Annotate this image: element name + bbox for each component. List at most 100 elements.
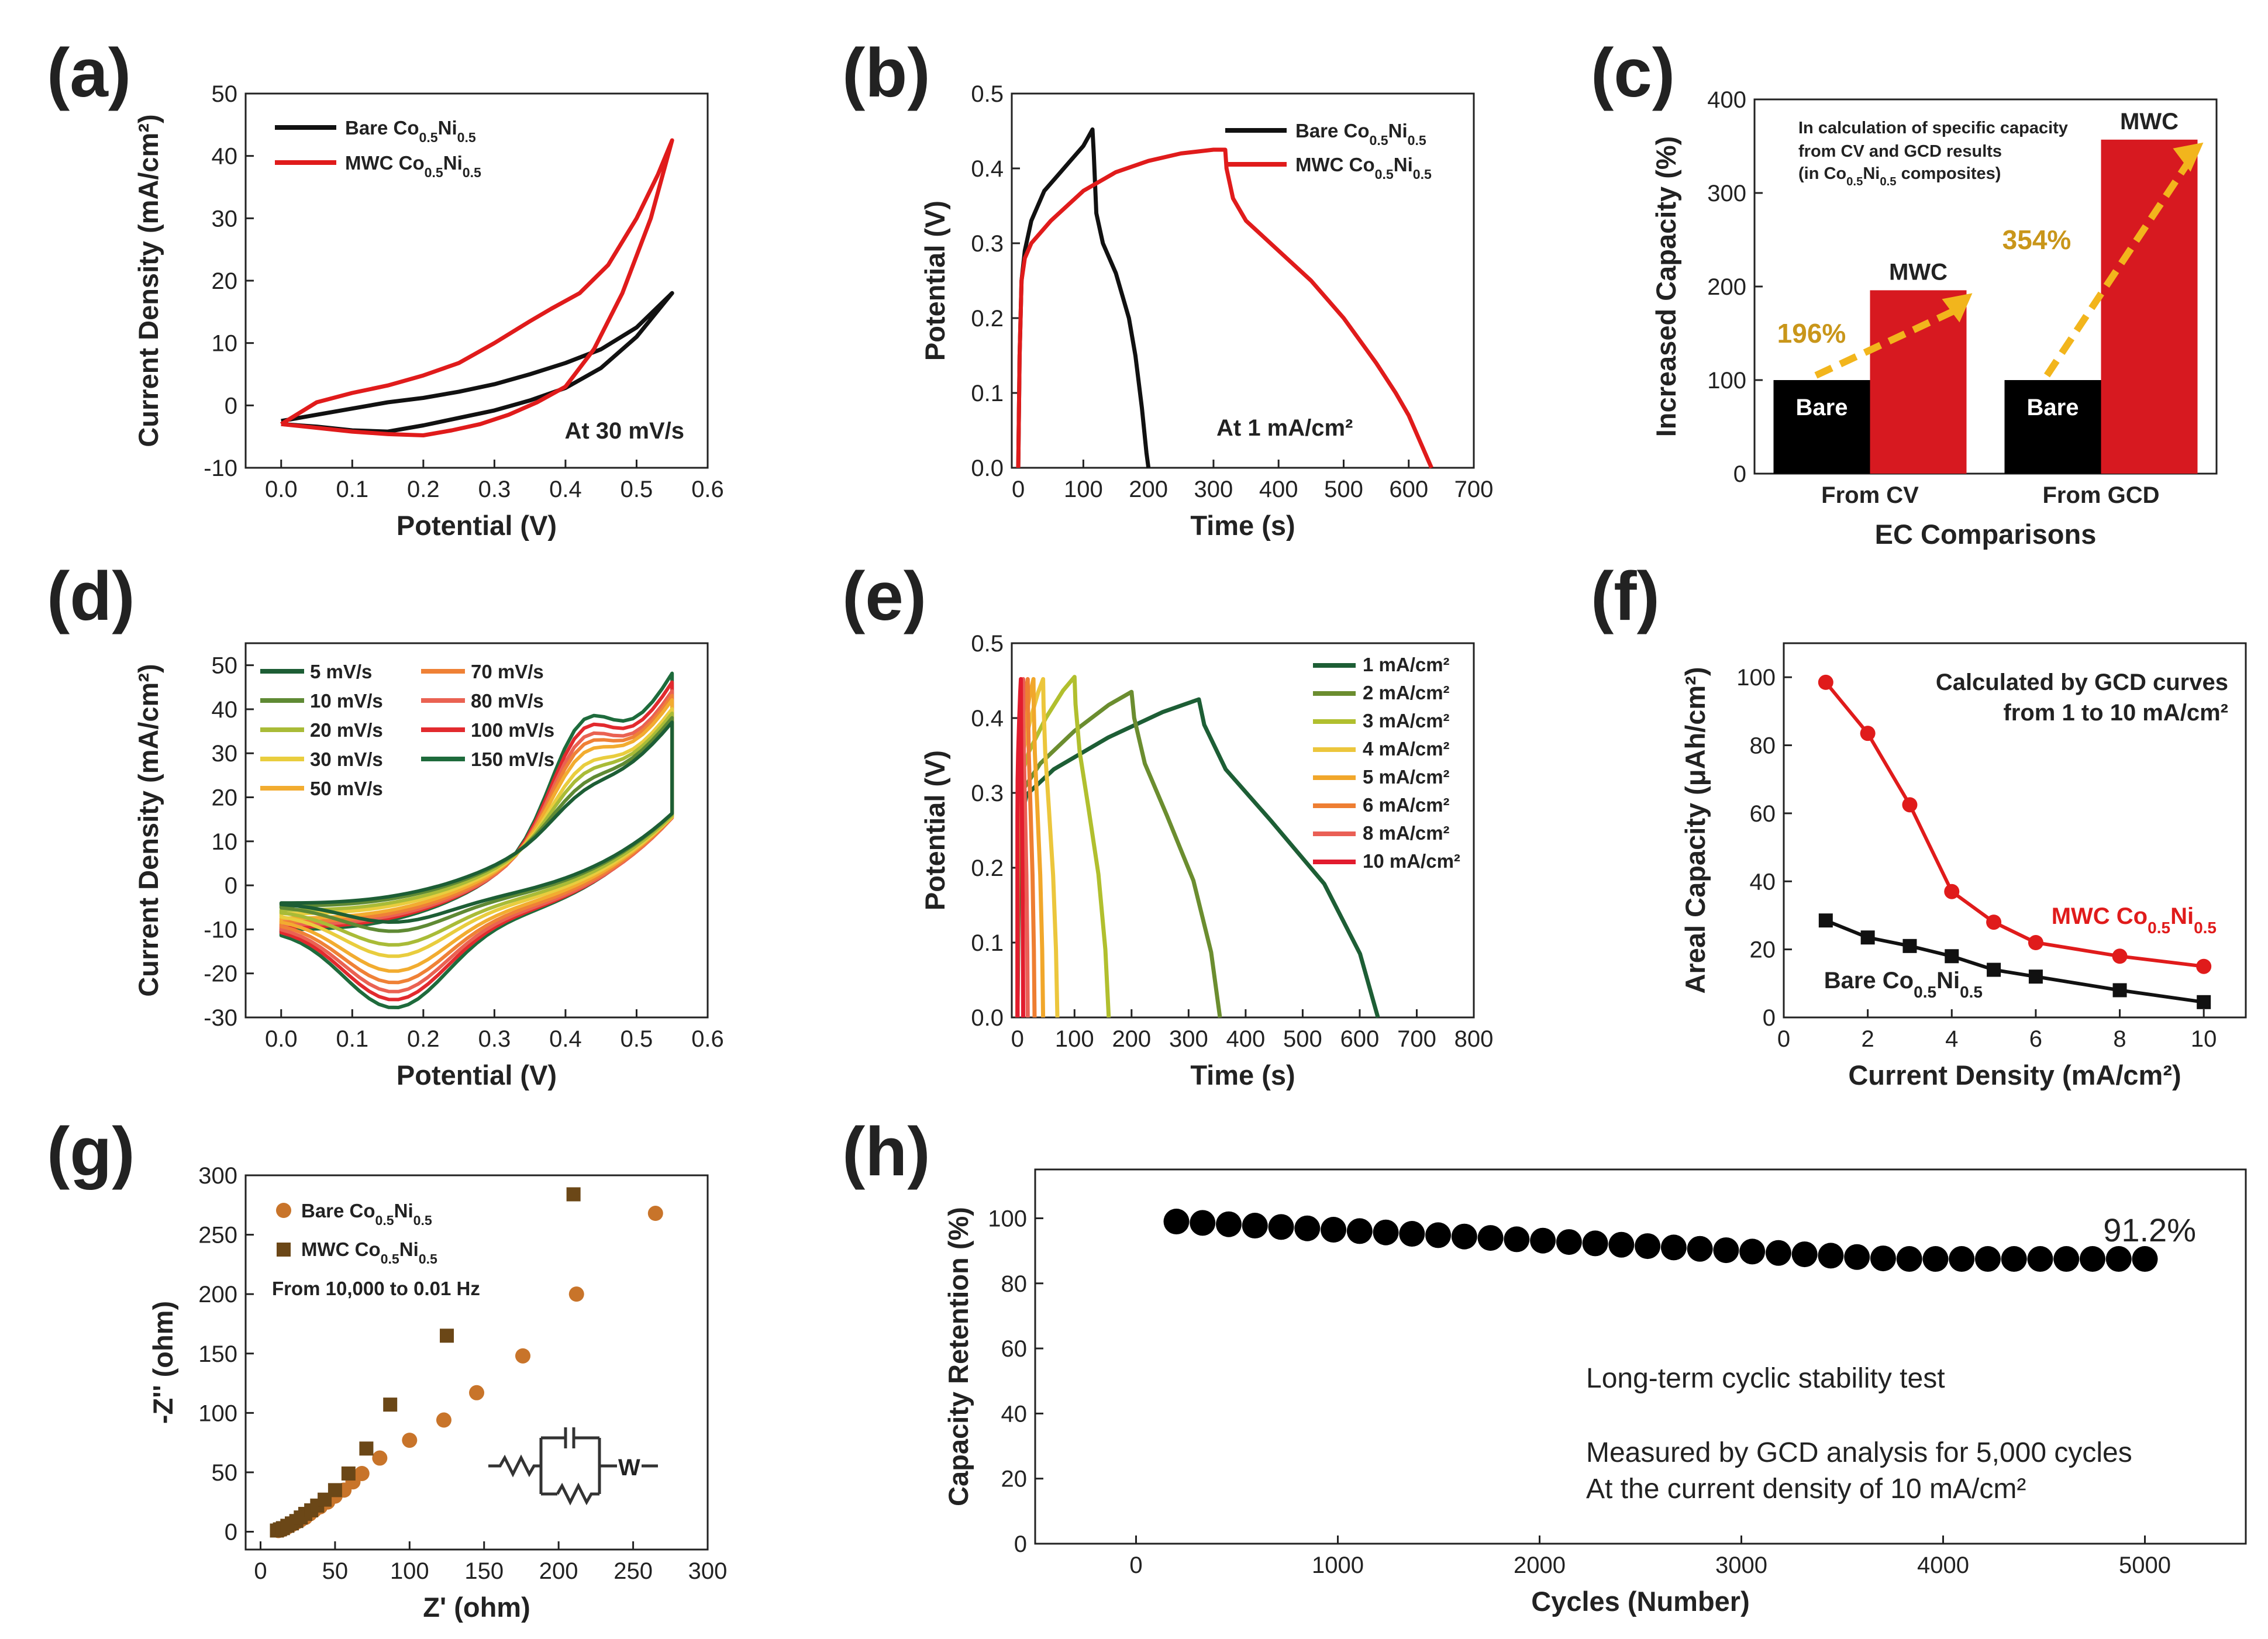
- f-annotation-line-1: Calculated by GCD curves: [1936, 670, 2228, 695]
- f-data-point: [2028, 969, 2043, 984]
- e-x-tick-label: 0: [1011, 1026, 1024, 1052]
- a-annotation: At 30 mV/s: [564, 418, 684, 444]
- g-legend-label: MWC Co0.5Ni0.5: [301, 1238, 437, 1267]
- e-x-tick-label: 500: [1283, 1026, 1322, 1052]
- h-data-point: [1504, 1226, 1530, 1252]
- h-data-point: [1687, 1236, 1713, 1262]
- d-y-tick-label: -30: [204, 1005, 237, 1031]
- d-legend-label: 5 mV/s: [310, 661, 372, 682]
- h-annotation-line-2: At the current density of 10 mA/cm²: [1586, 1474, 2026, 1505]
- d-x-tick-label: 0.5: [621, 1026, 653, 1052]
- f-plot-frame: [1783, 642, 2247, 1019]
- h-x-tick-label: 0: [1129, 1552, 1142, 1578]
- h-data-point: [1635, 1233, 1661, 1260]
- g-y-tick-label: 100: [198, 1400, 237, 1426]
- g-y-tick-label: 200: [198, 1282, 237, 1307]
- e-x-axis-label: Time (s): [1190, 1060, 1295, 1091]
- h-data-point: [1713, 1237, 1739, 1264]
- h-data-point: [1163, 1209, 1190, 1235]
- f-x-tick-label: 10: [2191, 1026, 2217, 1052]
- h-x-axis-label: Cycles (Number): [1531, 1586, 1750, 1617]
- g-data-point: [436, 1412, 451, 1428]
- c-x-category-label: From CV: [1821, 482, 1919, 508]
- h-data-point: [1739, 1238, 1766, 1265]
- d-x-tick-label: 0.1: [336, 1026, 369, 1052]
- f-data-point: [2196, 958, 2212, 974]
- d-legend-label: 30 mV/s: [310, 748, 383, 770]
- g-circuit-warburg-label: W: [618, 1455, 640, 1481]
- a-legend-label: MWC Co0.5Ni0.5: [345, 152, 481, 180]
- g-data-point: [469, 1385, 484, 1400]
- c-bar-label-bare: Bare: [2027, 395, 2079, 420]
- e-x-tick-label: 700: [1397, 1026, 1436, 1052]
- e-x-tick-label: 800: [1454, 1026, 1494, 1052]
- h-x-tick-label: 4000: [1917, 1552, 1969, 1578]
- f-data-point: [1945, 949, 1959, 964]
- d-legend-label: 20 mV/s: [310, 719, 383, 741]
- e-x-tick-label: 100: [1055, 1026, 1094, 1052]
- c-y-tick-label: 100: [1707, 368, 1746, 394]
- panel-e-gcd-current-densities: 0 100 200 300 400 500 600 700 800 0.0 0.1 0.2 0.3 0.4…: [919, 631, 1493, 1091]
- c-y-tick-label: 0: [1733, 461, 1746, 487]
- e-y-tick-label: 0.1: [971, 930, 1004, 956]
- e-series-line: [1015, 689, 1222, 1018]
- b-series-bare-line: [1016, 127, 1151, 468]
- g-x-axis-label: Z' (ohm): [423, 1592, 530, 1623]
- d-y-tick-label: 10: [212, 829, 238, 855]
- h-data-point: [1373, 1219, 1399, 1245]
- h-data-point: [1660, 1234, 1687, 1261]
- d-x-tick-label: 0.6: [691, 1026, 724, 1052]
- panel-label-g: (g): [47, 1113, 135, 1191]
- b-x-tick-label: 200: [1129, 477, 1168, 502]
- d-series-line: [279, 720, 674, 924]
- f-series-label-bare: Bare Co0.5Ni0.5: [1824, 968, 1983, 1001]
- c-bar-label-bare: Bare: [1796, 395, 1848, 420]
- f-data-point: [2112, 983, 2127, 998]
- f-data-point: [1818, 913, 1833, 928]
- g-data-point: [372, 1450, 388, 1466]
- g-x-tick-label: 300: [688, 1558, 728, 1584]
- d-y-tick-label: -10: [204, 917, 237, 943]
- h-data-point: [1346, 1218, 1373, 1244]
- a-y-tick-label: 0: [225, 393, 237, 419]
- e-y-axis-label: Potential (V): [919, 750, 950, 910]
- e-legend-label: 10 mA/cm²: [1363, 850, 1460, 872]
- d-legend-label: 150 mV/s: [471, 748, 554, 770]
- f-x-tick-label: 2: [1862, 1026, 1874, 1052]
- g-data-point: [341, 1466, 356, 1481]
- h-data-point: [2079, 1246, 2105, 1272]
- d-y-tick-label: 20: [212, 785, 238, 811]
- e-y-tick-label: 0.0: [971, 1005, 1004, 1031]
- a-x-tick-label: 0.3: [478, 477, 511, 502]
- g-y-tick-label: 250: [198, 1223, 237, 1248]
- panel-label-f: (f): [1591, 558, 1660, 635]
- panel-g-nyquist: 0 50 100 150 200 250 300 0 50 100 150 200 250 300 Bare…: [147, 1163, 727, 1623]
- d-y-tick-label: 30: [212, 741, 238, 767]
- c-increase-arrow: [2043, 155, 2195, 378]
- e-legend-label: 6 mA/cm²: [1363, 794, 1450, 816]
- a-x-tick-label: 0.6: [691, 477, 724, 502]
- c-y-tick-label: 300: [1707, 181, 1746, 206]
- e-y-tick-label: 0.4: [971, 706, 1004, 731]
- d-plot-frame: [244, 642, 709, 1019]
- f-data-point: [1944, 884, 1960, 899]
- b-y-tick-label: 0.3: [971, 231, 1004, 257]
- f-y-tick-label: 0: [1763, 1005, 1776, 1031]
- g-legend-marker: [276, 1203, 291, 1218]
- panel-c-capacity-bars: 0 100 200 300 400 Bare MWC From CV Bare MWC From G…: [1650, 87, 2218, 550]
- g-data-point: [440, 1329, 454, 1343]
- b-plot-frame: [1011, 92, 1475, 469]
- f-data-point: [2112, 948, 2128, 964]
- g-circuit-icon: [488, 1427, 617, 1506]
- h-data-point: [1425, 1222, 1452, 1248]
- b-x-tick-label: 300: [1194, 477, 1233, 502]
- f-y-tick-label: 80: [1750, 733, 1776, 759]
- e-plot-frame: [1011, 642, 1475, 1019]
- h-data-point: [1582, 1230, 1608, 1257]
- d-y-tick-label: 50: [212, 653, 238, 679]
- b-annotation: At 1 mA/cm²: [1216, 415, 1353, 441]
- h-y-axis-label: Capacity Retention (%): [943, 1207, 974, 1506]
- g-x-tick-label: 200: [539, 1558, 578, 1584]
- d-y-tick-label: 0: [225, 873, 237, 899]
